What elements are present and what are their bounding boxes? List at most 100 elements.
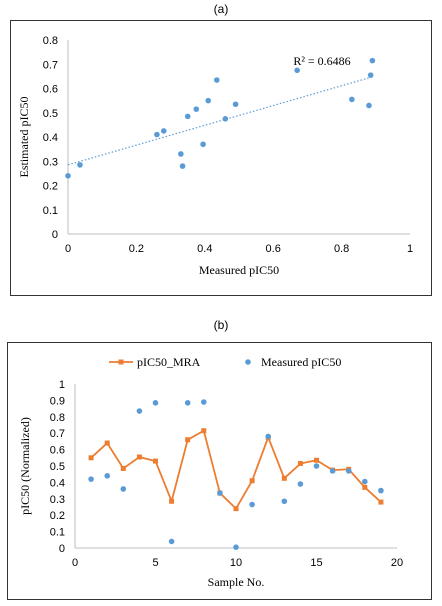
legend-label-pic50-mra: pIC50_MRA bbox=[137, 355, 201, 369]
y-tick-label: 0.7 bbox=[43, 59, 58, 71]
x-axis-title: Measured pIC50 bbox=[199, 263, 279, 277]
data-point bbox=[367, 72, 374, 78]
x-tick-label: 0.4 bbox=[197, 243, 212, 255]
measured-point bbox=[217, 490, 223, 496]
y-tick-label: 0.2 bbox=[50, 510, 65, 522]
y-tick-label: 0.5 bbox=[43, 108, 58, 120]
x-tick-label: 0.8 bbox=[334, 243, 349, 255]
data-point bbox=[232, 101, 239, 108]
y-tick-label: 0.4 bbox=[50, 477, 65, 489]
y-tick-label: 0.1 bbox=[50, 527, 65, 539]
y-tick-label: 0.3 bbox=[43, 156, 58, 168]
measured-point bbox=[378, 487, 384, 494]
data-point bbox=[213, 77, 220, 83]
x-tick-label: 15 bbox=[310, 557, 322, 569]
legend-marker-pic50-mra bbox=[118, 359, 124, 365]
y-tick-label: 0.7 bbox=[50, 428, 65, 440]
mra-marker bbox=[249, 478, 255, 484]
x-tick-label: 0 bbox=[72, 557, 78, 569]
y-tick-label: 0.6 bbox=[50, 445, 65, 457]
measured-point bbox=[297, 481, 304, 487]
measured-point bbox=[184, 400, 191, 406]
panel-b-label: (b) bbox=[213, 318, 229, 332]
data-point bbox=[65, 173, 71, 179]
data-point bbox=[77, 162, 83, 168]
y-tick-label: 0.2 bbox=[43, 181, 58, 193]
data-point bbox=[160, 128, 167, 134]
mra-marker bbox=[185, 437, 191, 443]
data-point bbox=[294, 67, 300, 74]
x-tick-label: 20 bbox=[391, 557, 403, 569]
x-tick-label: 0.6 bbox=[266, 243, 281, 255]
data-point bbox=[349, 96, 355, 103]
y-tick-label: 0.5 bbox=[50, 461, 65, 473]
measured-point bbox=[345, 468, 352, 474]
measured-point bbox=[168, 538, 175, 545]
data-point bbox=[184, 113, 191, 120]
measured-point bbox=[281, 498, 288, 505]
mra-marker bbox=[362, 484, 368, 490]
measured-point bbox=[88, 476, 94, 482]
mra-marker bbox=[136, 454, 142, 460]
panel-a-label: (a) bbox=[213, 2, 229, 16]
x-tick-label: 5 bbox=[152, 557, 158, 569]
y-tick-label: 0 bbox=[52, 229, 58, 241]
mra-marker bbox=[169, 498, 175, 504]
chart-a: 0 0.1 0.2 0.3 0.4 0.5 0.6 0.7 0.8 0 0.2 0.4 0.6 0.8 1 R… bbox=[10, 20, 432, 296]
mra-marker bbox=[233, 506, 239, 512]
measured-point bbox=[136, 408, 143, 414]
chart-a-frame bbox=[10, 20, 432, 296]
data-point bbox=[179, 163, 186, 169]
mra-marker bbox=[104, 440, 110, 446]
trendline bbox=[67, 76, 373, 166]
y-tick-label: 0.6 bbox=[43, 84, 58, 96]
mra-marker bbox=[297, 461, 303, 467]
legend-label-measured: Measured pIC50 bbox=[261, 355, 341, 369]
chart-b: 0 0.1 0.2 0.3 0.4 0.5 0.6 0.7 0.8 0.9 1 0 5 10 15 20 pIC… bbox=[7, 342, 432, 600]
y-tick-label: 0.9 bbox=[50, 395, 65, 407]
measured-point bbox=[120, 486, 127, 492]
legend-marker-measured bbox=[245, 359, 251, 365]
x-tick-label: 10 bbox=[230, 557, 242, 569]
chart-b-svg: 00.10.20.30.40.50.60.70.80.910 5 10 15 20pIC… bbox=[7, 342, 432, 600]
measured-point bbox=[362, 478, 368, 485]
x-tick-label: 1 bbox=[407, 243, 413, 255]
measured-point bbox=[265, 433, 272, 440]
x-axis-title: Sample No. bbox=[208, 575, 265, 589]
measured-point bbox=[201, 399, 207, 405]
data-point bbox=[178, 151, 184, 157]
measured-point bbox=[313, 463, 320, 469]
data-point bbox=[200, 141, 206, 148]
mra-marker bbox=[120, 465, 126, 471]
measured-point bbox=[104, 473, 110, 479]
data-point bbox=[193, 106, 200, 112]
r-squared-annotation: R² = 0.6486 bbox=[293, 54, 350, 68]
mra-marker bbox=[88, 455, 94, 461]
mra-marker bbox=[281, 475, 287, 481]
y-axis-title: Estimated pIC50 bbox=[17, 97, 31, 178]
mra-marker bbox=[153, 458, 158, 464]
data-point bbox=[205, 97, 212, 104]
y-tick-label: 0.4 bbox=[43, 132, 58, 144]
data-point bbox=[154, 131, 160, 138]
y-axis-title: pIC50 (Normalized) bbox=[18, 417, 32, 515]
chart-a-svg: 0 0.1 0.2 0.3 0.4 0.5 0.6 0.7 0.8 0 0.2 0.4 0.6 0.8 1 R… bbox=[10, 20, 432, 296]
data-point bbox=[369, 57, 376, 64]
y-tick-label: 0 bbox=[59, 543, 65, 555]
y-tick-label: 0.8 bbox=[50, 412, 65, 424]
chart-b-frame bbox=[7, 342, 432, 600]
x-tick-label: 0 bbox=[65, 243, 71, 255]
measured-point bbox=[249, 501, 255, 508]
y-tick-label: 1 bbox=[59, 379, 65, 391]
y-tick-label: 0.3 bbox=[50, 494, 65, 506]
x-tick-label: 0.2 bbox=[129, 243, 144, 255]
measured-point bbox=[233, 544, 239, 550]
mra-marker bbox=[201, 428, 207, 434]
measured-point bbox=[329, 468, 336, 474]
mra-marker bbox=[314, 457, 319, 463]
y-tick-label: 0.1 bbox=[43, 205, 58, 217]
y-tick-label: 0.8 bbox=[43, 35, 58, 47]
measured-point bbox=[152, 400, 159, 406]
mra-marker bbox=[378, 499, 384, 505]
data-point bbox=[222, 116, 229, 122]
